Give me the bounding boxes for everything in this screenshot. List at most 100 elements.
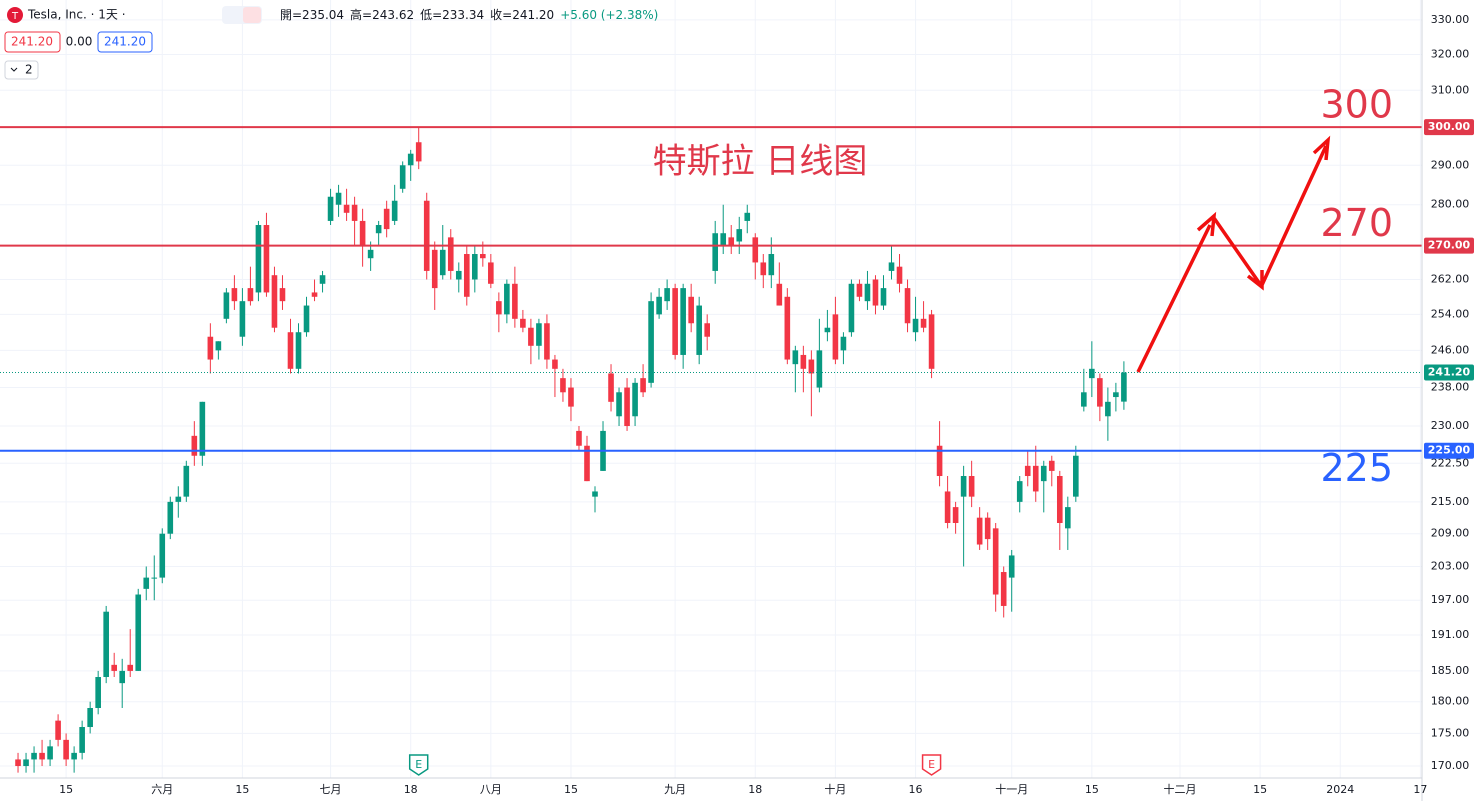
level-tag-label: 300.00 (1428, 120, 1471, 133)
candle-body (704, 323, 710, 337)
candle-body (71, 752, 77, 760)
candle-body (872, 279, 879, 306)
last-price-tag (1424, 364, 1474, 381)
last-price-label: 241.20 (1428, 366, 1471, 379)
candle-body (480, 254, 486, 259)
candle-body (207, 336, 214, 360)
candle-body (359, 220, 366, 246)
x-tick-label: 六月 (151, 783, 173, 796)
y-tick-label: 280.00 (1431, 198, 1470, 211)
candle-body (335, 192, 342, 205)
candle-body (1097, 378, 1103, 407)
candle-body (239, 301, 246, 337)
box-ask[interactable] (97, 31, 153, 53)
indicator-toggle[interactable] (4, 60, 39, 80)
level-tag (1424, 119, 1474, 136)
candle-body (528, 327, 534, 346)
candle-body (760, 262, 767, 276)
chart-title: 特斯拉 日线图 (653, 142, 868, 182)
candle-body (383, 208, 390, 230)
candle-body (63, 739, 69, 760)
candle-body (135, 594, 142, 671)
y-tick-label: 170.00 (1431, 759, 1470, 772)
candle-body (752, 237, 759, 263)
level-tag-label: 225.00 (1428, 444, 1471, 457)
x-tick-label: 15 (59, 783, 73, 796)
candle-body (183, 465, 190, 497)
candle-body (608, 373, 614, 402)
candle-body (23, 759, 29, 767)
indicator-count: 2 (25, 63, 33, 77)
y-tick-label: 254.00 (1431, 307, 1470, 320)
projection-arrow (1136, 135, 1331, 373)
header-value: +5.60 (+2.38%) (560, 8, 658, 22)
candle-body (776, 283, 783, 306)
candle-body (103, 611, 109, 678)
candle-body (199, 401, 206, 456)
candle-body (415, 142, 422, 162)
box-bid[interactable] (4, 31, 61, 53)
toggle-active[interactable] (243, 7, 261, 23)
candle-body (512, 283, 518, 319)
candle-body (271, 275, 278, 328)
candle-body (992, 528, 999, 595)
candle-body (1016, 481, 1023, 502)
level-label: 300 (1320, 83, 1393, 127)
candle-body (1024, 465, 1031, 477)
y-tick-label: 203.00 (1431, 559, 1470, 572)
candle-body (1113, 392, 1119, 398)
y-tick-label: 290.00 (1431, 158, 1470, 171)
candle-body (375, 225, 382, 234)
candle-body (87, 707, 93, 728)
level-tag-label: 270.00 (1428, 239, 1471, 252)
candle-body (696, 305, 702, 355)
candle-body (808, 359, 815, 374)
header: T Tesla, Inc. · 1天 · 開=235.04 高=243.62 低=2… (4, 6, 658, 80)
level-label: 225 (1320, 446, 1393, 490)
logo (7, 7, 23, 23)
y-tick-label: 310.00 (1431, 83, 1470, 96)
candle-body (175, 496, 182, 502)
candle-body (888, 262, 895, 271)
candle-body (167, 501, 174, 534)
chevron (10, 67, 18, 72)
candle-body (656, 296, 662, 315)
candle-body (680, 288, 686, 355)
spread: 0.00 (66, 35, 93, 49)
x-tick-label: 七月 (320, 783, 342, 796)
candle-body (632, 382, 638, 417)
candle-body (840, 336, 847, 351)
candle-body (824, 327, 831, 333)
candle-body (744, 212, 751, 221)
event-marker (408, 754, 429, 776)
candle-body (768, 254, 775, 276)
candle-body (800, 354, 807, 369)
candle-body (552, 359, 558, 369)
candle-body (792, 350, 799, 365)
candle-body (79, 727, 85, 753)
candle-body (255, 225, 262, 293)
y-tick-label: 246.00 (1431, 343, 1470, 356)
candle-body (520, 318, 526, 328)
candle-body (1081, 392, 1087, 407)
candle-body (1105, 401, 1111, 417)
ohlc-header: 開=235.04 高=243.62 低=233.34 收=241.20 +5.60 (+… (280, 7, 658, 22)
candle-body (736, 229, 743, 242)
y-tick-label: 320.00 (1431, 48, 1470, 61)
candle-body (544, 323, 550, 360)
candle-body (688, 296, 694, 324)
candle-body (159, 533, 166, 578)
candle-body (1032, 465, 1039, 492)
candle-body (944, 491, 951, 523)
candle-body (39, 752, 45, 760)
candle-body (904, 288, 911, 324)
candle-body (856, 283, 863, 297)
candle-body (263, 225, 270, 293)
x-tick-label: 十一月 (995, 782, 1028, 796)
candle-body (1073, 455, 1079, 497)
candle-body (303, 305, 310, 333)
candle-body (391, 200, 398, 221)
candle-body (407, 153, 414, 166)
x-tick-label: 17 (1413, 783, 1427, 796)
